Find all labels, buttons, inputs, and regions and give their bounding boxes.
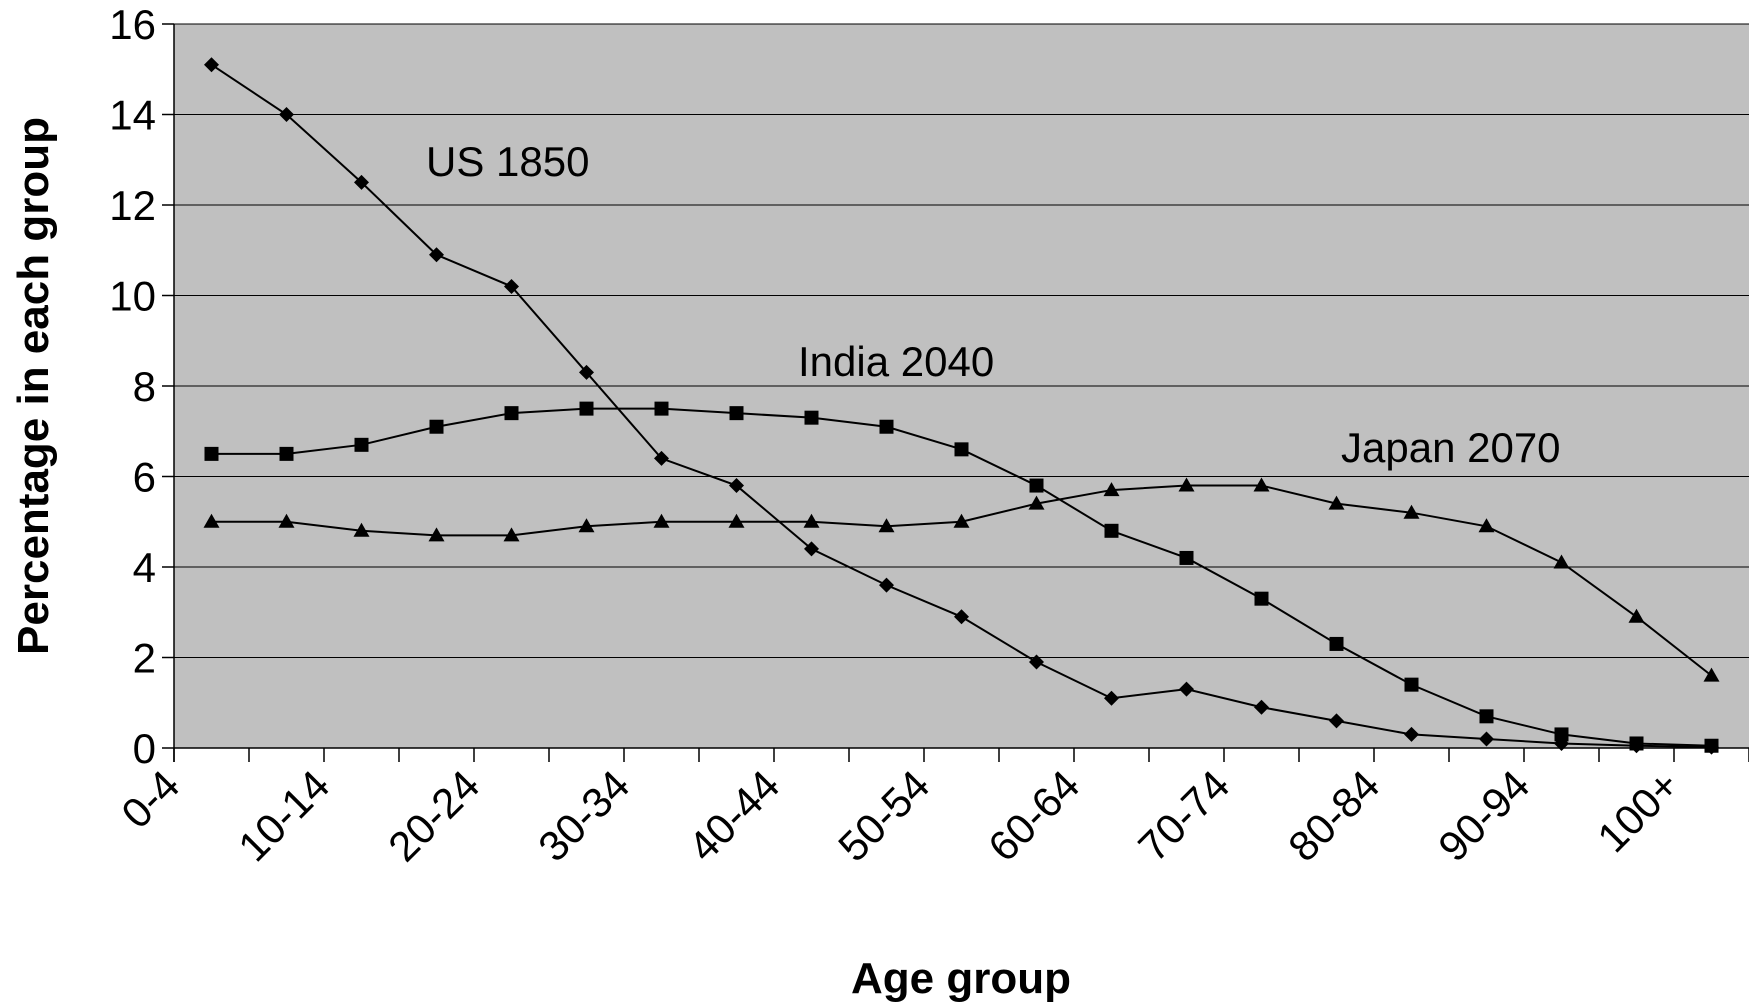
data-point bbox=[204, 57, 219, 73]
y-tick-label: 10 bbox=[109, 273, 156, 320]
data-point bbox=[1404, 677, 1419, 692]
data-point bbox=[1254, 699, 1269, 715]
x-tick-label: 10-14 bbox=[229, 761, 338, 870]
data-point bbox=[804, 410, 819, 425]
data-point bbox=[954, 442, 969, 457]
data-point bbox=[578, 518, 595, 533]
data-point bbox=[728, 513, 745, 528]
series-group bbox=[203, 57, 1720, 755]
data-point bbox=[1628, 608, 1645, 623]
data-point bbox=[503, 527, 520, 542]
data-point bbox=[429, 419, 444, 434]
data-point bbox=[729, 478, 744, 494]
data-point bbox=[1254, 591, 1269, 606]
data-point bbox=[1703, 667, 1720, 682]
data-point bbox=[1629, 736, 1644, 751]
data-point bbox=[1704, 738, 1719, 753]
data-point bbox=[878, 518, 895, 533]
y-tick-label: 2 bbox=[133, 635, 156, 682]
data-point bbox=[1253, 477, 1270, 492]
data-point bbox=[504, 278, 519, 294]
x-tick-label: 50-54 bbox=[829, 761, 938, 870]
y-axis-title: Percentage in each group bbox=[9, 117, 58, 655]
data-point bbox=[204, 446, 219, 461]
data-point bbox=[803, 513, 820, 528]
y-tick-label: 16 bbox=[109, 1, 156, 48]
x-tick-label: 40-44 bbox=[679, 761, 788, 870]
data-point bbox=[279, 446, 294, 461]
data-point bbox=[1179, 681, 1194, 697]
series-1 bbox=[204, 401, 1719, 753]
y-tick-label: 8 bbox=[133, 363, 156, 410]
x-tick-label: 80-84 bbox=[1279, 761, 1388, 870]
data-point bbox=[1403, 504, 1420, 519]
data-point bbox=[804, 541, 819, 557]
data-point bbox=[1104, 523, 1119, 538]
data-point bbox=[579, 364, 594, 380]
y-tick-label: 14 bbox=[109, 92, 156, 139]
data-point bbox=[278, 513, 295, 528]
data-point bbox=[729, 406, 744, 421]
data-point bbox=[1329, 713, 1344, 729]
x-tick-label: 70-74 bbox=[1129, 761, 1238, 870]
data-point bbox=[1404, 726, 1419, 742]
data-point bbox=[1178, 477, 1195, 492]
series-2 bbox=[203, 477, 1720, 682]
data-point bbox=[429, 247, 444, 263]
series-label: India 2040 bbox=[798, 338, 994, 385]
data-point bbox=[1479, 709, 1494, 724]
data-point bbox=[1554, 727, 1569, 742]
x-tick-label: 100+ bbox=[1588, 761, 1688, 861]
data-point bbox=[1179, 550, 1194, 565]
data-point bbox=[1103, 482, 1120, 497]
data-point bbox=[353, 522, 370, 537]
data-point bbox=[879, 419, 894, 434]
x-tick-label: 30-34 bbox=[529, 761, 638, 870]
data-point bbox=[504, 406, 519, 421]
data-point bbox=[1553, 554, 1570, 569]
data-point bbox=[1328, 495, 1345, 510]
data-point bbox=[1478, 518, 1495, 533]
data-point bbox=[954, 609, 969, 625]
data-point bbox=[1028, 495, 1045, 510]
series-labels: US 1850 India 2040 Japan 2070 bbox=[426, 138, 1561, 471]
x-tick-label: 0-4 bbox=[112, 761, 188, 837]
series-label: US 1850 bbox=[426, 138, 589, 185]
data-point bbox=[203, 513, 220, 528]
data-point bbox=[279, 107, 294, 122]
data-point bbox=[953, 513, 970, 528]
gridlines bbox=[174, 23, 1749, 658]
x-tick-label: 60-64 bbox=[979, 761, 1088, 870]
data-point bbox=[428, 527, 445, 542]
data-point bbox=[1029, 654, 1044, 670]
data-point bbox=[654, 401, 669, 416]
x-tick-label: 90-94 bbox=[1429, 761, 1538, 870]
data-point bbox=[1329, 636, 1344, 651]
axes bbox=[162, 23, 1749, 762]
data-point bbox=[1029, 478, 1044, 493]
data-point bbox=[879, 577, 894, 593]
data-point bbox=[1479, 731, 1494, 747]
y-tick-label: 4 bbox=[133, 544, 156, 591]
y-tick-label: 0 bbox=[133, 725, 156, 772]
data-point bbox=[579, 401, 594, 416]
x-tick-label: 20-24 bbox=[379, 761, 488, 870]
x-axis-title: Age group bbox=[851, 954, 1071, 1003]
data-point bbox=[653, 513, 670, 528]
data-point bbox=[654, 450, 669, 466]
series-label: Japan 2070 bbox=[1341, 424, 1561, 471]
y-tick-label: 12 bbox=[109, 182, 156, 229]
data-point bbox=[354, 174, 369, 190]
data-point bbox=[354, 437, 369, 452]
data-point bbox=[1104, 690, 1119, 706]
y-tick-label: 6 bbox=[133, 454, 156, 501]
